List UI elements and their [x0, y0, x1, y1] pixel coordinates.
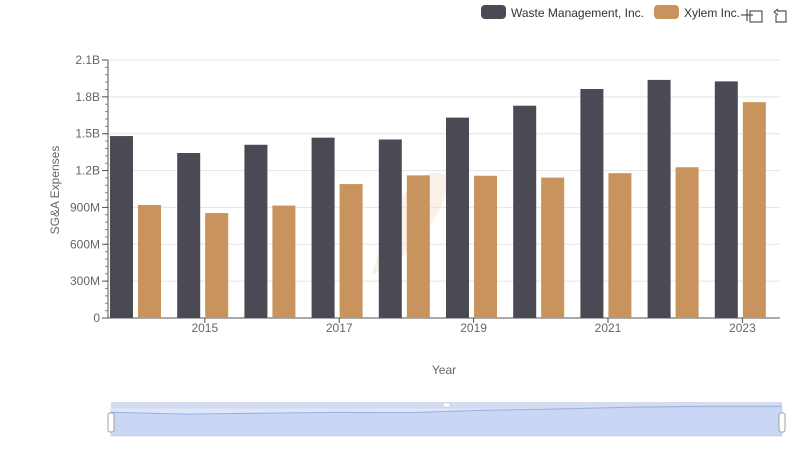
data-zoom-preview-area [111, 406, 782, 436]
data-zoom-move-handle[interactable] [442, 402, 451, 408]
y-axis-title: SG&A Expenses [48, 146, 62, 235]
bar-waste-management-2019 [446, 117, 469, 319]
legend: Waste Management, Inc. Xylem Inc. [481, 5, 740, 20]
restore-icon-path [773, 8, 787, 23]
zoom-icon-box [749, 10, 763, 23]
x-tick-label: 2017 [326, 321, 353, 335]
y-tick-label: 600M [70, 237, 100, 251]
bar-waste-management-2023 [714, 81, 738, 319]
x-tick-label: 2023 [729, 321, 756, 335]
bar-xylem-2020 [541, 177, 565, 318]
bar-waste-management-2020 [513, 105, 537, 319]
data-zoom-handle-left[interactable] [107, 412, 115, 433]
y-tick-label: 900M [70, 200, 100, 214]
data-zoom-slider[interactable] [107, 402, 786, 437]
y-tick-label: 1.8B [75, 90, 100, 104]
bar-waste-management-2014 [110, 136, 133, 318]
x-tick-label: 2019 [460, 321, 487, 335]
bar-waste-management-2021 [580, 88, 604, 318]
zoom-icon[interactable] [741, 9, 763, 23]
bar-xylem-2022 [675, 167, 699, 318]
zoom-icon-cross [741, 9, 753, 21]
bar-xylem-2015 [205, 213, 229, 318]
y-tick-label: 1.2B [75, 164, 100, 178]
bar-xylem-2017 [339, 184, 363, 318]
legend-swatch [481, 5, 506, 19]
bar-xylem-2014 [138, 204, 161, 318]
legend-label: Xylem Inc. [684, 6, 740, 20]
bar-xylem-2016 [272, 205, 296, 318]
bar-xylem-2023 [742, 102, 766, 318]
y-tick-label: 2.1B [75, 53, 100, 67]
bar-xylem-2021 [608, 173, 632, 318]
restore-icon[interactable] [773, 8, 787, 23]
y-tick-label: 1.5B [75, 127, 100, 141]
y-tick-label: 0 [93, 311, 100, 325]
legend-item-xylem[interactable]: Xylem Inc. [654, 5, 740, 20]
bar-waste-management-2022 [647, 79, 671, 318]
bar-waste-management-2018 [378, 139, 402, 318]
bar-waste-management-2017 [311, 137, 335, 318]
bar-waste-management-2016 [244, 144, 268, 318]
data-zoom-handle-right[interactable] [778, 412, 786, 433]
x-tick-label: 2015 [191, 321, 218, 335]
x-tick-label: 2021 [595, 321, 622, 335]
legend-label: Waste Management, Inc. [511, 6, 644, 20]
bar-xylem-2018 [406, 175, 430, 318]
legend-swatch [654, 5, 679, 19]
bar-waste-management-2015 [177, 153, 201, 318]
y-tick-label: 300M [70, 274, 100, 288]
data-zoom-preview-line [110, 405, 783, 415]
legend-item-waste-management[interactable]: Waste Management, Inc. [481, 5, 644, 20]
bar-xylem-2019 [474, 175, 497, 318]
x-axis-title: Year [432, 363, 456, 377]
